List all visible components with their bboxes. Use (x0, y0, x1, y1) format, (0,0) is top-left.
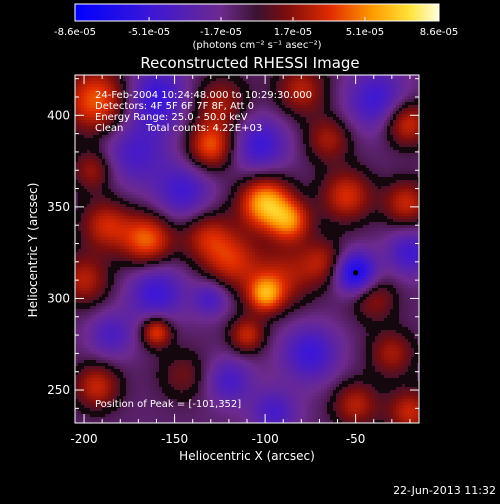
colorbar-tick-label: -8.6e-05 (54, 27, 96, 38)
x-tick-label: -150 (161, 432, 188, 446)
peak-marker (353, 270, 359, 276)
y-tick-label: 250 (47, 383, 70, 397)
colorbar-tick-label: 8.6e-05 (420, 27, 458, 38)
y-axis-ticks: 250 300 350 400 (47, 78, 419, 409)
colorbar-tick-label: -5.1e-05 (128, 27, 170, 38)
annotation-clean: Clean (95, 123, 123, 134)
footer-date: 22-Jun-2013 11:32 (393, 484, 496, 497)
heatmap-image (75, 75, 419, 423)
marker-layer (353, 270, 359, 276)
y-tick-label: 350 (47, 200, 70, 214)
x-axis-label: Heliocentric X (arcsec) (179, 449, 315, 463)
colorbar-tick-label: 1.7e-05 (274, 27, 312, 38)
colorbar-tick-label: -1.7e-05 (200, 27, 242, 38)
colorbar-tick-label: 5.1e-05 (346, 27, 384, 38)
annotation-energy: Energy Range: 25.0 - 50.0 keV (95, 112, 248, 123)
x-tick-label: -50 (346, 432, 366, 446)
annotation-detectors: Detectors: 4F 5F 6F 7F 8F, Att 0 (95, 101, 254, 112)
colorbar-unit-label: (photons cm⁻² s⁻¹ asec⁻²) (192, 40, 321, 51)
y-axis-label: Heliocentric Y (arcsec) (26, 183, 40, 318)
y-tick-label: 300 (47, 291, 70, 305)
x-axis-ticks: -200 -150 -100 -50 (70, 75, 411, 446)
colorbar (74, 3, 440, 22)
colorbar-ticks: -8.6e-05 -5.1e-05 -1.7e-05 1.7e-05 5.1e-05 8.… (54, 17, 458, 38)
x-tick-label: -200 (70, 432, 97, 446)
annotation-time: 24-Feb-2004 10:24:48.000 to 10:29:30.000 (95, 90, 312, 101)
chart-title: Reconstructed RHESSI Image (140, 54, 359, 72)
annotation-peak: Position of Peak = [-101,352] (95, 399, 241, 410)
x-tick-label: -100 (251, 432, 278, 446)
annotation-counts: Total counts: 4.22E+03 (145, 123, 262, 134)
y-tick-label: 400 (47, 108, 70, 122)
